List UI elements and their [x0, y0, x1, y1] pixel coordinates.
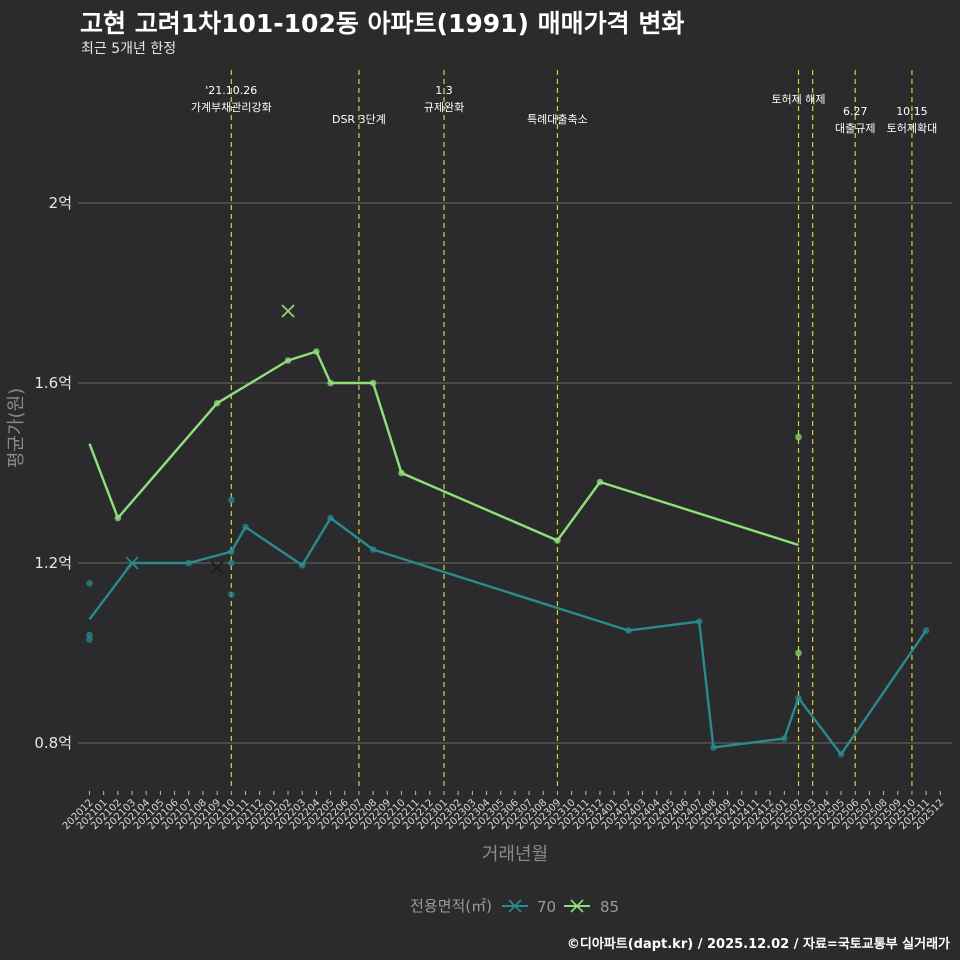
event-label: '21.10.26 — [205, 84, 257, 97]
event-label: 대출규제 — [835, 122, 875, 135]
y-tick-label: 1.6억 — [34, 374, 72, 392]
x-mark — [210, 560, 224, 575]
x-mark — [125, 556, 139, 570]
legend-item-85: 85 — [564, 898, 619, 916]
legend-title: 전용면적(㎡) — [410, 897, 492, 915]
y-tick-label: 0.8억 — [34, 734, 72, 752]
x-mark-stroke — [125, 556, 139, 570]
legend: 전용면적(㎡) 70 85 — [410, 897, 619, 916]
legend-x-icon-stroke — [570, 899, 584, 913]
series-70 — [86, 496, 930, 758]
event-label: 토허제 해제 — [771, 92, 825, 106]
chart-title: 고현 고려1차101-102동 아파트(1991) 매매가격 변화 — [80, 9, 685, 38]
data-point — [228, 591, 235, 598]
x-mark — [281, 304, 295, 318]
event-label: 규제완화 — [424, 101, 464, 114]
data-point — [228, 496, 235, 504]
data-point — [795, 433, 802, 441]
series-line — [88, 516, 928, 756]
event-label: 10.15 — [896, 105, 928, 118]
source-footer: ©디아파트(dapt.kr) / 2025.12.02 / 자료=국토교통부 실… — [566, 937, 950, 952]
event-label: 가계부채관리강화 — [191, 101, 272, 114]
event-label: 6.27 — [843, 105, 868, 118]
event-label: DSR 3단계 — [332, 113, 386, 126]
legend-item-70: 70 — [502, 898, 556, 916]
x-mark-stroke — [210, 560, 224, 575]
data-point — [795, 649, 802, 657]
series-line — [88, 350, 799, 547]
data-point — [86, 579, 93, 587]
data-point — [228, 559, 235, 567]
data-point — [86, 636, 93, 643]
legend-x-icon — [508, 899, 522, 913]
series-85 — [88, 304, 802, 657]
legend-label: 70 — [537, 898, 556, 916]
legend-label: 85 — [600, 898, 619, 916]
event-label: 토허제확대 — [887, 122, 938, 135]
series-layer — [86, 304, 930, 758]
event-label: 1.3 — [435, 84, 453, 97]
y-axis-title: 평균가(원) — [6, 388, 27, 468]
y-tick-label: 1.2억 — [34, 554, 72, 572]
x-axis-title: 거래년월 — [482, 844, 548, 865]
legend-x-icon-stroke — [508, 899, 522, 913]
legend-x-icon — [570, 899, 584, 913]
y-tick-label: 2억 — [49, 194, 72, 212]
grid-layer — [78, 202, 952, 744]
event-label: 특례대출축소 — [527, 113, 588, 126]
axis-layer: 0.8억1.2억1.6억2억평균가(원)20201220210120210220… — [6, 194, 946, 865]
chart-subtitle: 최근 5개년 한정 — [81, 41, 177, 57]
x-mark-stroke — [281, 304, 295, 318]
